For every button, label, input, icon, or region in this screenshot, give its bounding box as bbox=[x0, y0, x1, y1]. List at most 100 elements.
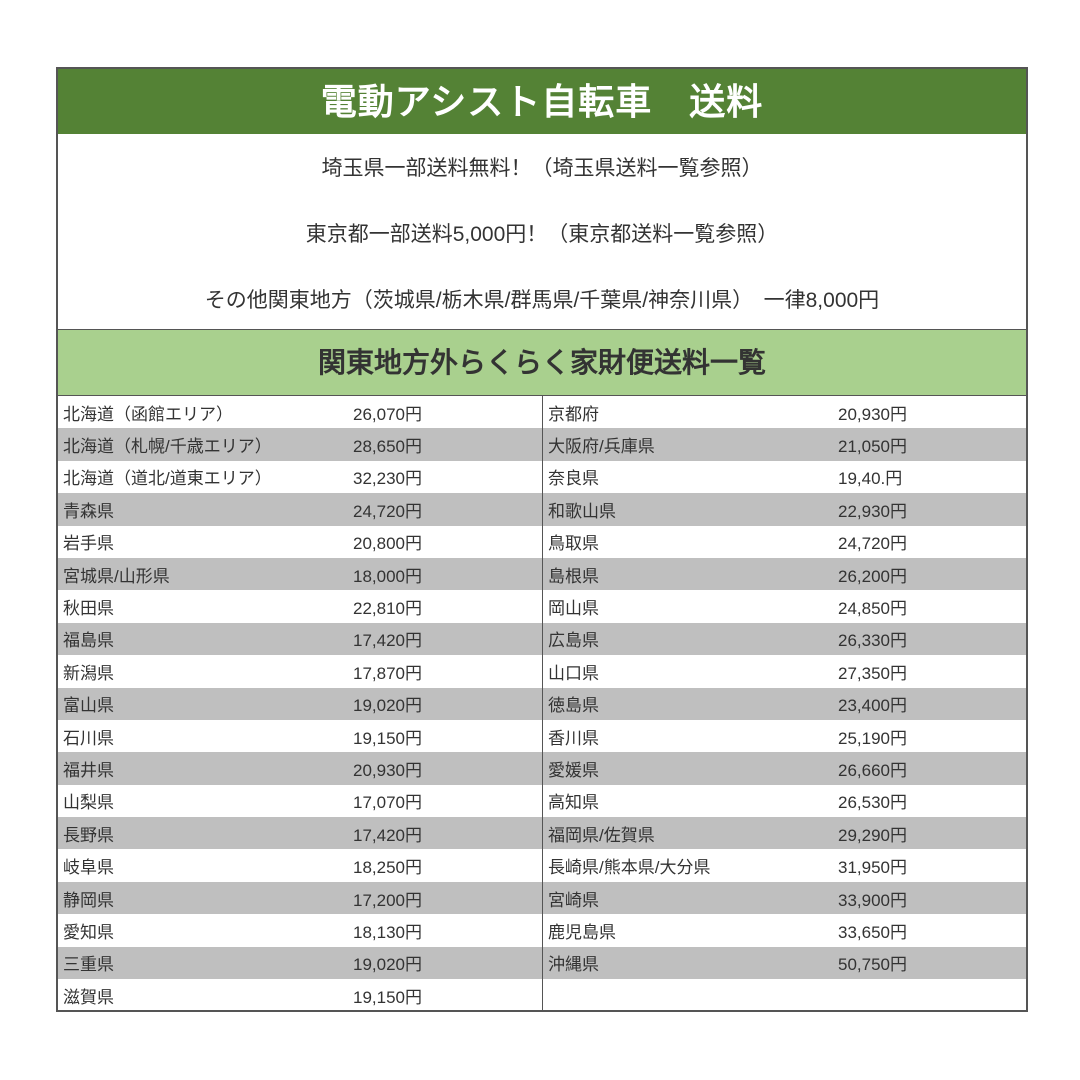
region-name: 静岡県 bbox=[63, 890, 114, 910]
table-row: 三重県 19,020円 bbox=[58, 946, 542, 980]
table-row: 福井県 20,930円 bbox=[58, 752, 542, 785]
table-row: 福岡県/佐賀県 29,290円 bbox=[543, 817, 1026, 850]
info-kanto-other: その他関東地方（茨城県/栃木県/群馬県/千葉県/神奈川県） 一律8,000円 bbox=[204, 289, 880, 312]
region-name: 長崎県/熊本県/大分県 bbox=[548, 858, 711, 878]
table-row: 島根県 26,200円 bbox=[543, 557, 1026, 591]
fee-column-left: 北海道（函館エリア） 26,070円 北海道（札幌/千歳エリア） 28,650円 北海道… bbox=[58, 396, 542, 1010]
table-row: 大阪府/兵庫県 21,050円 bbox=[543, 428, 1026, 461]
region-name: 北海道（道北/道東エリア） bbox=[63, 469, 272, 489]
table-row bbox=[543, 979, 1026, 1010]
table-row: 奈良県 19,40.円 bbox=[543, 461, 1026, 493]
shipping-price: 17,420円 bbox=[353, 631, 422, 651]
shipping-price: 28,650円 bbox=[353, 437, 422, 457]
region-name: 石川県 bbox=[63, 728, 114, 748]
table-row: 山口県 27,350円 bbox=[543, 655, 1026, 687]
region-name: 岩手県 bbox=[63, 534, 114, 554]
shipping-price: 33,900円 bbox=[838, 890, 907, 910]
shipping-price: 24,850円 bbox=[838, 599, 907, 619]
shipping-price: 26,070円 bbox=[353, 404, 422, 424]
region-name: 新潟県 bbox=[63, 663, 114, 683]
table-row: 愛媛県 26,660円 bbox=[543, 752, 1026, 785]
info-section: 埼玉県一部送料無料！（埼玉県送料一覧参照） 東京都一部送料5,000円！（東京都… bbox=[58, 134, 1026, 330]
shipping-price: 18,130円 bbox=[353, 922, 422, 942]
region-name: 愛知県 bbox=[63, 922, 114, 942]
region-name: 福井県 bbox=[63, 760, 114, 780]
region-name: 香川県 bbox=[548, 728, 599, 748]
shipping-price: 27,350円 bbox=[838, 663, 907, 683]
table-row: 徳島県 23,400円 bbox=[543, 687, 1026, 720]
region-name: 鳥取県 bbox=[548, 534, 599, 554]
table-row: 岐阜県 18,250円 bbox=[58, 849, 542, 881]
shipping-price: 31,950円 bbox=[838, 858, 907, 878]
shipping-price: 18,000円 bbox=[353, 566, 422, 586]
table-row: 高知県 26,530円 bbox=[543, 785, 1026, 817]
table-row: 鳥取県 24,720円 bbox=[543, 526, 1026, 558]
table-row: 福島県 17,420円 bbox=[58, 622, 542, 656]
info-tokyo: 東京都一部送料5,000円！（東京都送料一覧参照） bbox=[305, 223, 779, 246]
shipping-price: 17,870円 bbox=[353, 663, 422, 683]
shipping-price: 19,150円 bbox=[353, 987, 422, 1007]
region-name: 大阪府/兵庫県 bbox=[548, 437, 655, 457]
region-name: 岐阜県 bbox=[63, 858, 114, 878]
region-name: 高知県 bbox=[548, 793, 599, 813]
shipping-price: 18,250円 bbox=[353, 858, 422, 878]
region-name: 滋賀県 bbox=[63, 987, 114, 1007]
region-name: 長野県 bbox=[63, 825, 114, 845]
shipping-price: 26,200円 bbox=[838, 566, 907, 586]
shipping-price: 17,070円 bbox=[353, 793, 422, 813]
region-name: 愛媛県 bbox=[548, 760, 599, 780]
shipping-price: 33,650円 bbox=[838, 922, 907, 942]
region-name: 北海道（札幌/千歳エリア） bbox=[63, 437, 272, 457]
shipping-price: 17,420円 bbox=[353, 825, 422, 845]
shipping-price: 17,200円 bbox=[353, 890, 422, 910]
region-name: 秋田県 bbox=[63, 599, 114, 619]
table-row: 石川県 19,150円 bbox=[58, 720, 542, 752]
shipping-price: 26,660円 bbox=[838, 760, 907, 780]
table-row: 沖縄県 50,750円 bbox=[543, 946, 1026, 980]
table-row: 静岡県 17,200円 bbox=[58, 881, 542, 915]
shipping-price: 20,930円 bbox=[838, 404, 907, 424]
shipping-price: 25,190円 bbox=[838, 728, 907, 748]
info-saitama: 埼玉県一部送料無料！（埼玉県送料一覧参照） bbox=[321, 157, 763, 180]
shipping-price: 24,720円 bbox=[838, 534, 907, 554]
section-title: 関東地方外らくらく家財便送料一覧 bbox=[58, 330, 1026, 396]
table-row: 香川県 25,190円 bbox=[543, 720, 1026, 752]
region-name: 京都府 bbox=[548, 404, 599, 424]
shipping-price: 21,050円 bbox=[838, 437, 907, 457]
shipping-price: 32,230円 bbox=[353, 469, 422, 489]
table-row: 長野県 17,420円 bbox=[58, 817, 542, 850]
shipping-price: 20,930円 bbox=[353, 760, 422, 780]
region-name: 徳島県 bbox=[548, 696, 599, 716]
table-row: 北海道（函館エリア） 26,070円 bbox=[58, 396, 542, 428]
table-row: 京都府 20,930円 bbox=[543, 396, 1026, 428]
shipping-price: 26,330円 bbox=[838, 631, 907, 651]
region-name: 岡山県 bbox=[548, 599, 599, 619]
region-name: 宮城県/山形県 bbox=[63, 566, 170, 586]
table-row: 青森県 24,720円 bbox=[58, 493, 542, 526]
table-row: 岩手県 20,800円 bbox=[58, 526, 542, 558]
region-name: 福島県 bbox=[63, 631, 114, 651]
shipping-price: 19,40.円 bbox=[838, 469, 903, 489]
region-name: 富山県 bbox=[63, 696, 114, 716]
table-row: 滋賀県 19,150円 bbox=[58, 979, 542, 1010]
region-name: 福岡県/佐賀県 bbox=[548, 825, 655, 845]
region-name: 沖縄県 bbox=[548, 955, 599, 975]
shipping-price: 29,290円 bbox=[838, 825, 907, 845]
table-row: 長崎県/熊本県/大分県 31,950円 bbox=[543, 849, 1026, 881]
table-row: 富山県 19,020円 bbox=[58, 687, 542, 720]
table-row: 新潟県 17,870円 bbox=[58, 655, 542, 687]
table-row: 北海道（札幌/千歳エリア） 28,650円 bbox=[58, 428, 542, 461]
table-row: 北海道（道北/道東エリア） 32,230円 bbox=[58, 461, 542, 493]
shipping-fee-sheet: 電動アシスト自転車 送料 埼玉県一部送料無料！（埼玉県送料一覧参照） 東京都一部… bbox=[56, 67, 1028, 1012]
shipping-price: 22,930円 bbox=[838, 501, 907, 521]
region-name: 山口県 bbox=[548, 663, 599, 683]
fee-column-right: 京都府 20,930円大阪府/兵庫県 21,050円奈良県 19,40.円和歌山県 22… bbox=[542, 396, 1026, 1010]
table-row: 秋田県 22,810円 bbox=[58, 590, 542, 622]
shipping-price: 19,020円 bbox=[353, 955, 422, 975]
table-row: 和歌山県 22,930円 bbox=[543, 493, 1026, 526]
shipping-price: 20,800円 bbox=[353, 534, 422, 554]
table-row: 広島県 26,330円 bbox=[543, 622, 1026, 656]
region-name: 三重県 bbox=[63, 955, 114, 975]
region-name: 奈良県 bbox=[548, 469, 599, 489]
shipping-price: 19,020円 bbox=[353, 696, 422, 716]
